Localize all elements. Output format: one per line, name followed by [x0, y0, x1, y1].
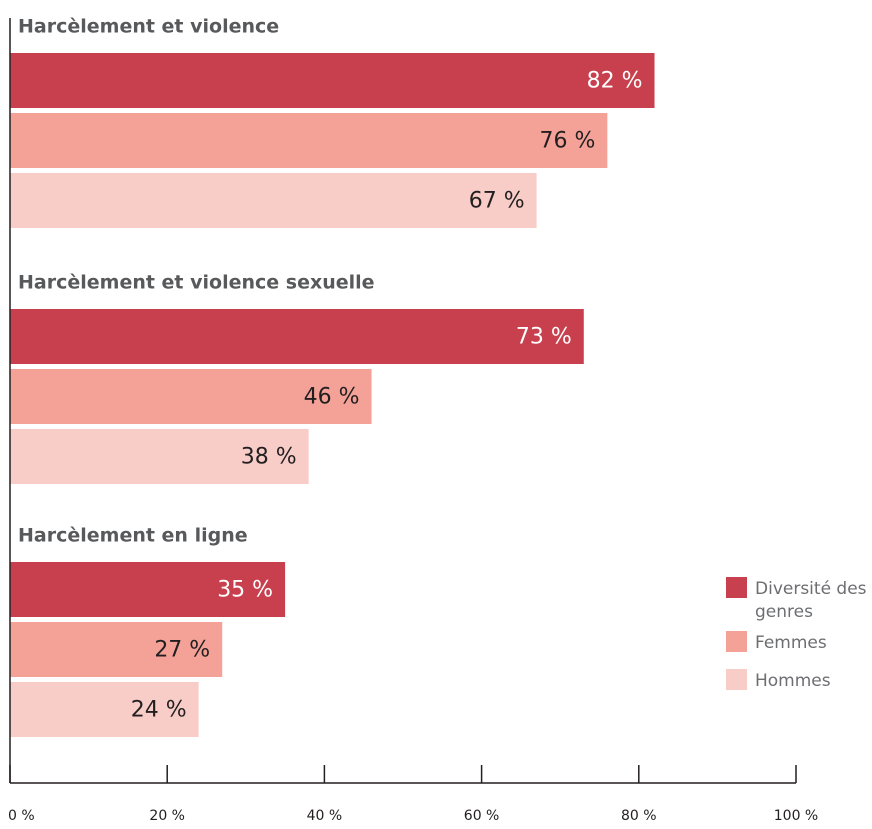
group-title: Harcèlement et violence sexuelle: [18, 272, 375, 294]
data-label: 27 %: [154, 638, 210, 663]
bar: [10, 369, 372, 424]
data-label: 76 %: [539, 129, 595, 154]
data-label: 46 %: [304, 385, 360, 410]
legend-swatch: [726, 669, 747, 690]
x-tick-label: 0 %: [8, 808, 35, 824]
data-label: 82 %: [587, 69, 643, 94]
x-tick-label: 100 %: [774, 808, 818, 824]
bar: [10, 682, 199, 737]
legend-swatch: [726, 631, 747, 652]
bar: [10, 562, 286, 617]
legend-swatch: [726, 577, 747, 598]
legend-label: Diversité des: [755, 579, 867, 599]
legend-label: Hommes: [755, 671, 831, 691]
bar: [10, 309, 584, 364]
data-label: 73 %: [516, 325, 572, 350]
bar: [10, 429, 309, 484]
data-label: 67 %: [469, 189, 525, 214]
legend-label: genres: [755, 602, 813, 622]
x-tick-label: 20 %: [149, 808, 185, 824]
labels-layer: Harcèlement et violence 82 % 76 % 67 % Harcè…: [18, 16, 643, 723]
data-label: 38 %: [241, 445, 297, 470]
x-tick-label: 60 %: [464, 808, 500, 824]
group-title: Harcèlement en ligne: [18, 525, 248, 547]
legend-label: Femmes: [755, 633, 827, 653]
data-label: 35 %: [217, 578, 273, 603]
x-tick-label: 40 %: [307, 808, 343, 824]
data-label: 24 %: [131, 698, 187, 723]
bar: [10, 113, 608, 168]
legend: Diversité des genres Femmes Hommes: [726, 577, 867, 691]
bars-layer: [10, 53, 655, 737]
x-axis: 0 % 20 % 40 % 60 % 80 % 100 %: [8, 18, 818, 824]
bar: [10, 53, 655, 108]
bar: [10, 173, 537, 228]
x-tick-label: 80 %: [621, 808, 657, 824]
group-title: Harcèlement et violence: [18, 16, 279, 38]
bar: [10, 622, 223, 677]
